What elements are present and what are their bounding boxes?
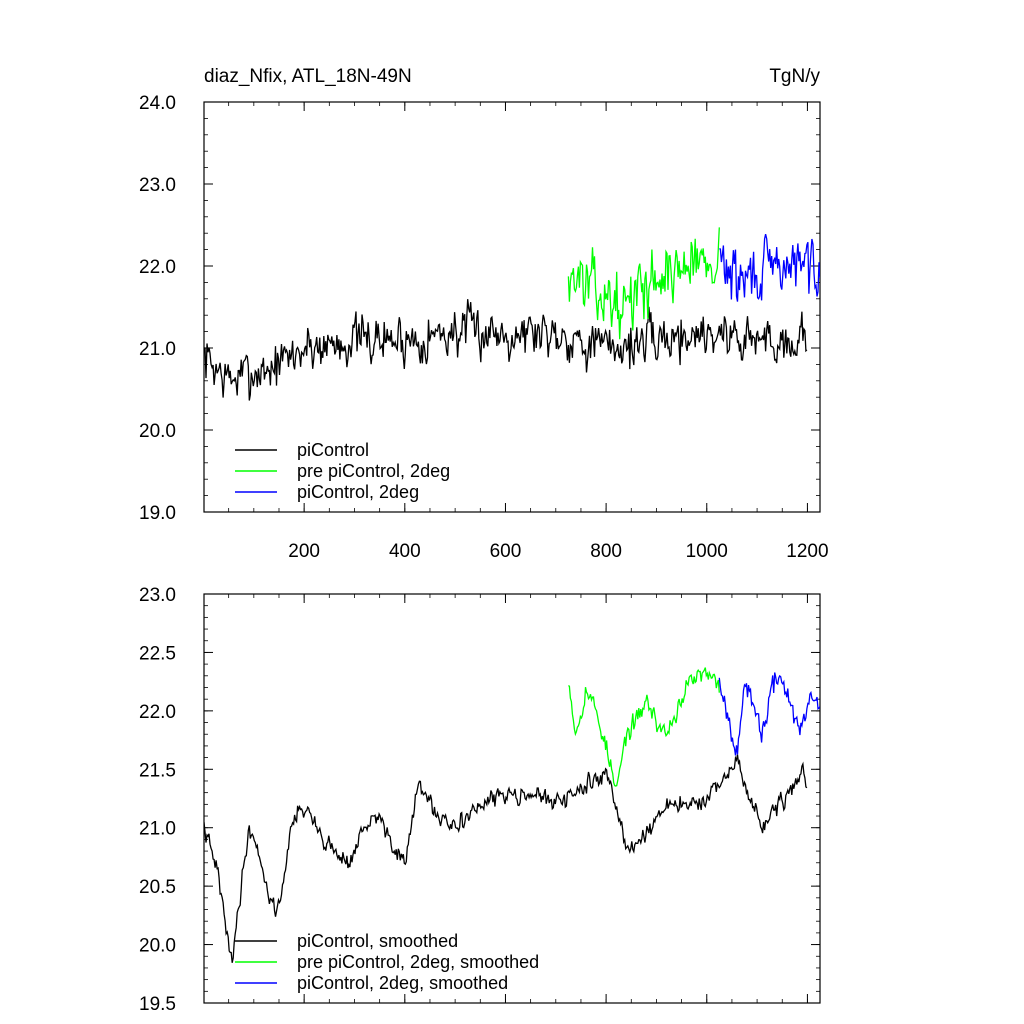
y-tick-label: 20.0 [139, 421, 176, 442]
series-line-0 [204, 754, 808, 963]
y-tick-label: 19.5 [139, 994, 176, 1015]
y-tick-label: 19.0 [139, 503, 176, 524]
legend-label: pre piControl, 2deg, smoothed [297, 952, 539, 972]
series-line-1 [568, 667, 720, 787]
x-tick-label: 200 [288, 541, 320, 562]
legend-label: pre piControl, 2deg [297, 461, 450, 481]
legend-label: piControl, 2deg [297, 482, 419, 502]
legend-label: piControl, smoothed [297, 931, 458, 951]
legend-label: piControl, 2deg, smoothed [297, 973, 508, 993]
series-line-2 [719, 233, 820, 302]
x-tick-label: 1000 [686, 541, 728, 562]
y-tick-label: 23.0 [139, 585, 176, 606]
plot-frame [203, 593, 821, 1004]
y-tick-label: 21.0 [139, 339, 176, 360]
legend-label: piControl [297, 440, 369, 460]
y-tick-label: 23.0 [139, 175, 176, 196]
y-tick-label: 22.5 [139, 643, 176, 664]
top-panel: diaz_Nfix, ATL_18N-49N TgN/y 19.0 20.0 21.0 2… [139, 66, 829, 562]
x-tick-label: 600 [490, 541, 522, 562]
series-line-0 [204, 299, 808, 401]
y-tick-label: 20.0 [139, 936, 176, 957]
x-tick-label: 400 [389, 541, 421, 562]
y-tick-label: 22.0 [139, 257, 176, 278]
chart-title-units: TgN/y [769, 66, 820, 87]
y-tick-label: 21.0 [139, 819, 176, 840]
x-tick-label: 800 [590, 541, 622, 562]
y-tick-label: 21.5 [139, 760, 176, 781]
chart-title-left: diaz_Nfix, ATL_18N-49N [204, 66, 412, 87]
y-tick-label: 22.0 [139, 702, 176, 723]
x-tick-label: 1200 [786, 541, 828, 562]
y-tick-label: 20.5 [139, 877, 176, 898]
y-tick-label: 24.0 [139, 93, 176, 114]
bottom-panel: 19.5 20.0 20.5 21.0 21.5 22.0 22.5 23.0 piContro… [139, 585, 821, 1015]
plot-frame [203, 101, 821, 513]
series-line-1 [567, 227, 720, 340]
series-line-2 [718, 672, 820, 756]
